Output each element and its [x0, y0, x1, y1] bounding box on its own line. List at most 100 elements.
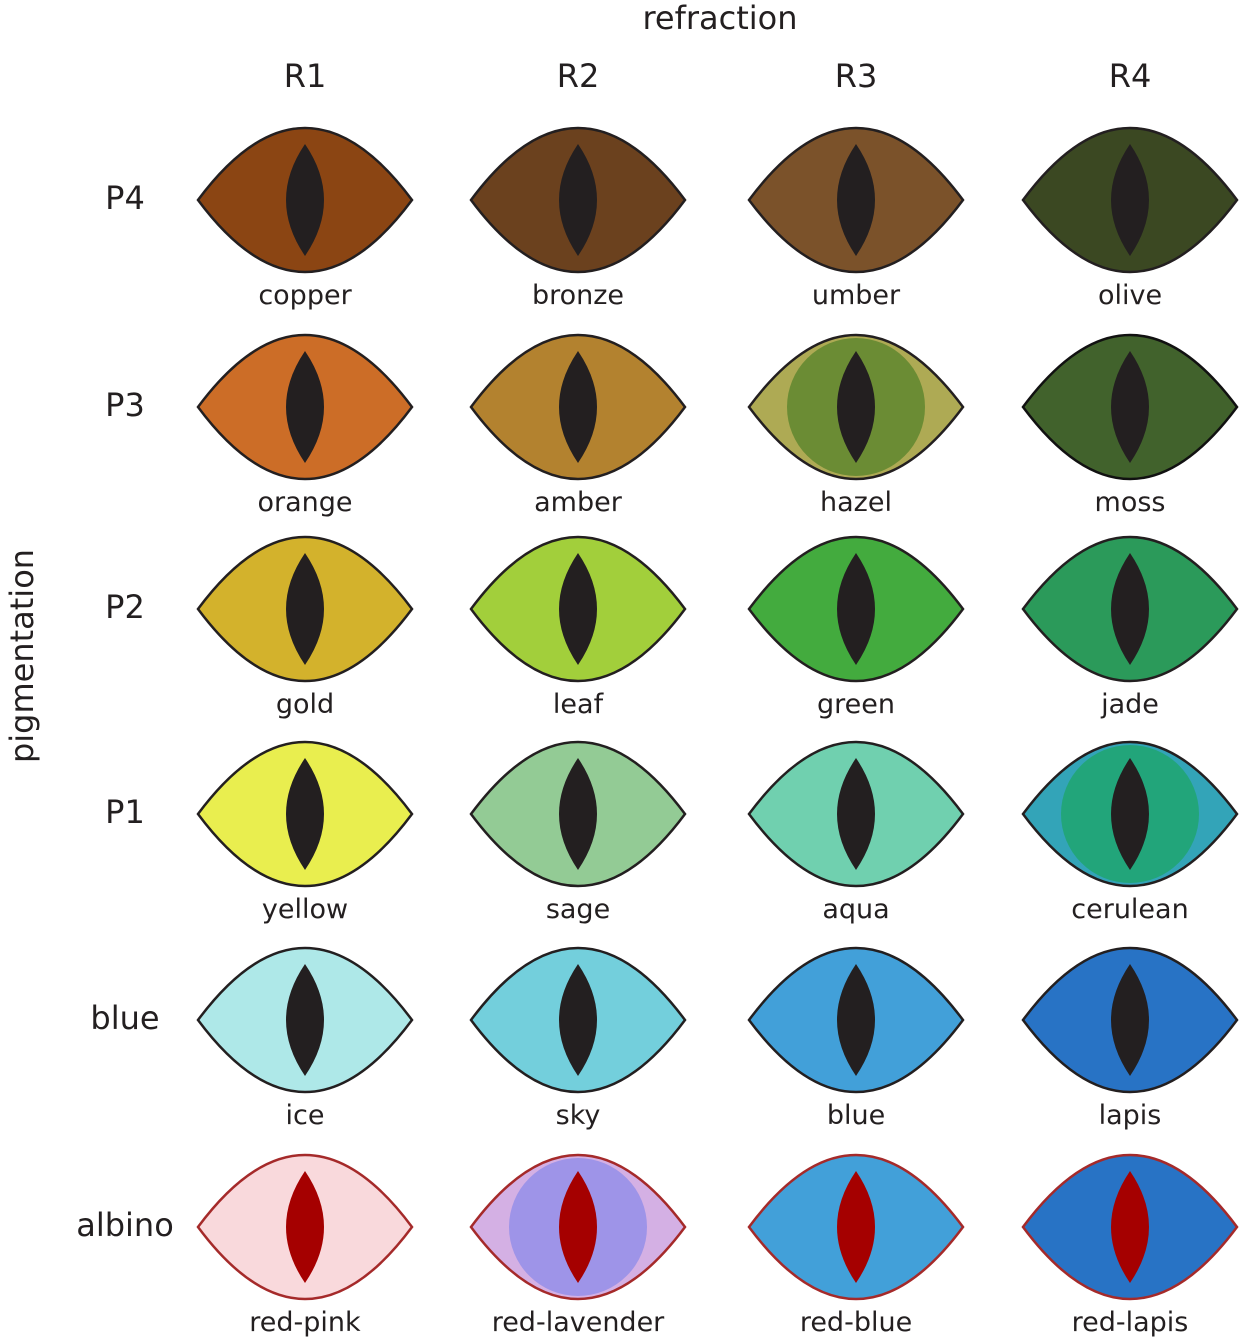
eye-color-label: yellow: [261, 894, 349, 925]
eye-color-label: moss: [1094, 487, 1166, 518]
eye-color-label: red-lavender: [491, 1307, 665, 1338]
eye-color-label: umber: [811, 280, 901, 311]
pupil-shape: [837, 758, 875, 870]
pupil-shape: [1111, 144, 1149, 256]
row-header-p3: P3: [105, 386, 145, 424]
eye-color-label: red-pink: [249, 1307, 361, 1338]
eye-outline: [469, 126, 687, 274]
eye-outline: [469, 1153, 687, 1301]
eye-icon: [1021, 946, 1239, 1094]
eye-swatch-moss: moss: [1000, 333, 1251, 518]
eye-icon: [196, 126, 414, 274]
eye-icon: [469, 535, 687, 683]
column-header-r2: R2: [556, 57, 600, 95]
row-header-p1: P1: [105, 793, 145, 831]
eye-icon: [1021, 535, 1239, 683]
pigmentation-axis-title: pigmentation: [3, 548, 41, 764]
eye-swatch-aqua: aqua: [726, 740, 986, 925]
pupil-shape: [837, 351, 875, 463]
eye-icon: [747, 740, 965, 888]
eye-swatch-red-lapis: red-lapis: [1000, 1153, 1251, 1338]
eye-swatch-lapis: lapis: [1000, 946, 1251, 1131]
pupil-shape: [559, 144, 597, 256]
pupil-shape: [559, 964, 597, 1076]
pupil-shape: [286, 351, 324, 463]
eye-outline: [1021, 740, 1239, 888]
pupil-shape: [286, 1171, 324, 1283]
eye-outline: [1021, 126, 1239, 274]
eye-swatch-red-pink: red-pink: [175, 1153, 435, 1338]
pupil-shape: [559, 758, 597, 870]
eye-icon: [1021, 740, 1239, 888]
eye-color-label: orange: [257, 487, 353, 518]
eye-swatch-red-blue: red-blue: [726, 1153, 986, 1336]
eye-outline: [747, 535, 965, 683]
eye-outline: [747, 946, 965, 1094]
eye-color-label: blue: [826, 1100, 886, 1131]
eye-icon: [1021, 126, 1239, 274]
eye-color-label: ice: [285, 1100, 325, 1131]
eye-swatch-jade: jade: [1000, 535, 1251, 720]
eye-color-label: olive: [1097, 280, 1163, 311]
pupil-shape: [1111, 758, 1149, 870]
pupil-shape: [559, 553, 597, 665]
refraction-axis-title: refraction: [642, 0, 798, 37]
eye-icon: [469, 946, 687, 1094]
eye-swatch-orange: orange: [175, 333, 435, 518]
eye-icon: [469, 1153, 687, 1301]
eye-icon: [747, 1153, 965, 1301]
eye-color-label: jade: [1101, 689, 1159, 720]
eye-outline: [196, 126, 414, 274]
row-header-p4: P4: [105, 179, 145, 217]
eye-swatch-ice: ice: [175, 946, 435, 1131]
eye-icon: [469, 126, 687, 274]
eye-swatch-leaf: leaf: [448, 535, 708, 718]
eye-color-label: cerulean: [1071, 894, 1189, 925]
eye-outline: [196, 946, 414, 1094]
pupil-shape: [559, 1171, 597, 1283]
eye-swatch-umber: umber: [726, 126, 986, 311]
eye-icon: [747, 946, 965, 1094]
eye-swatch-sage: sage: [448, 740, 708, 925]
row-header-albino: albino: [76, 1206, 174, 1244]
eye-color-label: aqua: [822, 894, 890, 925]
row-header-blue: blue: [90, 999, 160, 1037]
eye-outline: [196, 333, 414, 481]
eye-color-label: red-lapis: [1071, 1307, 1189, 1338]
pupil-shape: [286, 964, 324, 1076]
eye-outline: [1021, 333, 1239, 481]
pupil-shape: [837, 144, 875, 256]
eye-swatch-amber: amber: [448, 333, 708, 516]
eye-outline: [469, 333, 687, 481]
eye-swatch-red-lavender: red-lavender: [448, 1153, 708, 1338]
pupil-shape: [1111, 1171, 1149, 1283]
eye-color-label: sage: [545, 894, 611, 925]
eye-outline: [469, 946, 687, 1094]
eye-outline: [196, 1153, 414, 1301]
pupil-shape: [286, 144, 324, 256]
eye-swatch-yellow: yellow: [175, 740, 435, 925]
column-header-r4: R4: [1108, 57, 1152, 95]
eye-outline: [747, 740, 965, 888]
eye-swatch-cerulean: cerulean: [1000, 740, 1251, 925]
eye-outline: [469, 535, 687, 683]
eye-outline: [1021, 946, 1239, 1094]
eye-icon: [196, 946, 414, 1094]
eye-color-label: bronze: [531, 280, 625, 311]
pupil-shape: [837, 964, 875, 1076]
pupil-shape: [1111, 553, 1149, 665]
column-header-r3: R3: [834, 57, 878, 95]
eye-color-label: hazel: [820, 487, 892, 518]
eye-swatch-hazel: hazel: [726, 333, 986, 518]
eye-outline: [196, 535, 414, 683]
eye-icon: [747, 126, 965, 274]
eye-color-label: lapis: [1098, 1100, 1162, 1131]
eye-icon: [1021, 1153, 1239, 1301]
eye-color-label: green: [817, 689, 895, 720]
eye-icon: [747, 535, 965, 683]
eye-icon: [469, 333, 687, 481]
eye-outline: [196, 740, 414, 888]
pupil-shape: [286, 758, 324, 870]
pupil-shape: [837, 553, 875, 665]
eye-color-label: sky: [555, 1100, 601, 1131]
